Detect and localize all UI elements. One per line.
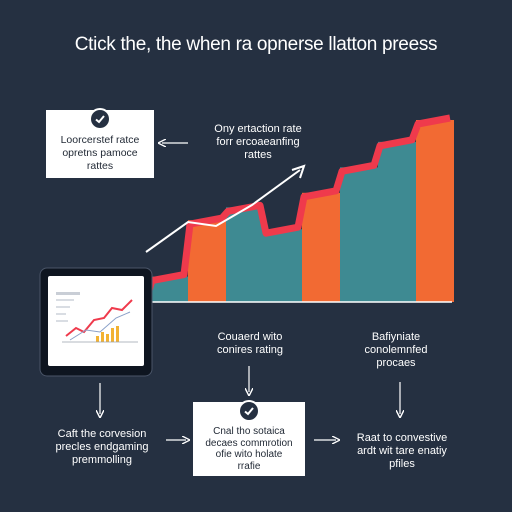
label-line: Raat to convestive [356, 432, 448, 444]
growth-arrow [145, 169, 301, 253]
label-line: ardt wit tare enatiy [357, 445, 447, 457]
card-line: decaes commrotion [205, 437, 293, 449]
chart-bar [302, 192, 340, 302]
label-line: Couaerd wito [217, 331, 283, 343]
card-line: rrafie [237, 460, 261, 472]
chart-bar [340, 167, 378, 302]
label-line: Ony ertaction rate [214, 123, 302, 135]
label-line: procaes [376, 357, 416, 369]
bar-group [150, 120, 454, 302]
chart-bar [416, 120, 454, 302]
chart-bar [264, 229, 302, 302]
card-line: ofie wito holate [215, 449, 283, 460]
mid-right-label: Bafiyniate conolemnfed procaes [346, 331, 446, 370]
label-line: rattes [244, 149, 272, 161]
label-line: premmolling [72, 454, 132, 466]
top-right-label: Ony ertaction rate forr ercoaeanfing rat… [192, 123, 324, 162]
card-line: Loorcerstef ratce [60, 134, 140, 146]
chart-bar [188, 220, 226, 302]
label-line: conires rating [216, 344, 284, 356]
bottom-center-card: Cnal tho sotaica decaes commrotion ofie … [193, 400, 305, 476]
tablet-screen [48, 276, 144, 366]
label-line: precles endgaming [55, 441, 149, 453]
bottom-left-label: Caft the corvesion precles endgaming pre… [32, 428, 172, 467]
card-line: rattes [86, 160, 114, 172]
bottom-right-label: Raat to convestive ardt wit tare enatiy … [340, 432, 464, 471]
label-line: forr ercoaeanfing [216, 136, 300, 148]
page-title: Ctick the, the when ra opnerse llatton p… [74, 34, 438, 55]
chart-bar [226, 207, 264, 302]
label-line: Caft the corvesion [57, 428, 147, 440]
label-line: pfiles [389, 458, 415, 470]
label-line: conolemnfed [364, 344, 428, 356]
card-line: Cnal tho sotaica [213, 426, 285, 437]
chart-bar [378, 141, 416, 302]
label-line: Bafiyniate [371, 331, 421, 343]
growth-arrow-head [291, 164, 306, 179]
top-left-card: Loorcerstef ratce opretns pamoce rattes [46, 108, 154, 178]
card-line: opretns pamoce [62, 147, 138, 159]
mid-center-label: Couaerd wito conires rating [196, 331, 304, 357]
check-circle-icon [89, 108, 111, 130]
tablet-device [39, 267, 153, 377]
check-circle-icon [238, 400, 260, 422]
trend-line-red [142, 114, 451, 302]
